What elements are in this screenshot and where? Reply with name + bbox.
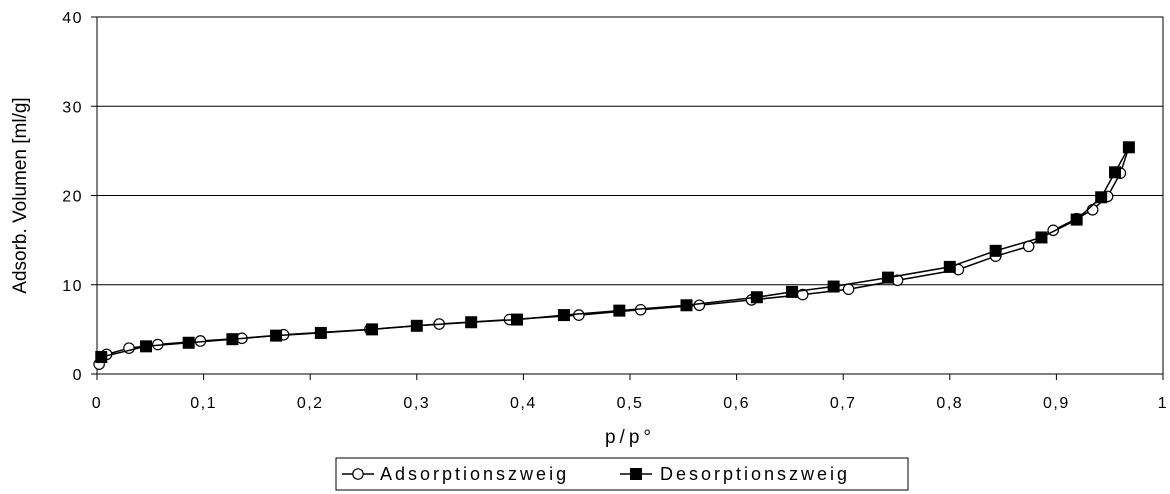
- y-tick-label: 40: [62, 10, 83, 27]
- legend: Adsorptionszweig Desorptionszweig: [335, 457, 909, 491]
- data-point: [557, 309, 570, 322]
- x-tick-label: 0,9: [1043, 395, 1070, 412]
- legend-marker: [352, 468, 364, 480]
- x-axis-title: p/p°: [605, 427, 655, 448]
- y-tick-label: 20: [62, 189, 83, 206]
- y-tick-label: 10: [62, 278, 83, 295]
- data-point: [1109, 166, 1122, 179]
- data-point: [750, 291, 763, 304]
- data-point: [511, 313, 524, 326]
- open-circle-marker-icon: [352, 468, 364, 480]
- series-line: [101, 146, 1130, 358]
- gridlines: [97, 105, 1163, 286]
- x-tick-label: 0: [92, 395, 102, 412]
- data-point: [613, 304, 626, 317]
- x-tick-label: 0,3: [403, 395, 430, 412]
- data-point: [693, 299, 706, 312]
- axes: 0 10 20 30 40 0 0,1 0,2 0,3 0,4 0,5 0,6 0,7 0,8 0,9 1: [62, 10, 1168, 412]
- data-point: [314, 326, 327, 339]
- data-point: [943, 260, 956, 273]
- x-tick-label: 0,6: [723, 395, 750, 412]
- data-point: [989, 244, 1002, 257]
- x-tick-label: 0,1: [190, 395, 217, 412]
- y-axis-title: Adsorb. Volumen [ml/g]: [10, 97, 31, 293]
- data-point: [465, 316, 478, 329]
- data-point: [270, 329, 283, 342]
- data-point: [827, 280, 840, 293]
- data-point: [680, 299, 693, 312]
- data-point: [95, 351, 108, 364]
- series-adsorption: [93, 141, 1135, 370]
- legend-entry-desorption: Desorptionszweig: [620, 464, 850, 484]
- data-point: [881, 271, 894, 284]
- data-point: [366, 323, 379, 336]
- data-point: [182, 336, 195, 349]
- data-point: [410, 319, 423, 332]
- filled-square-marker-icon: [630, 468, 642, 480]
- legend-entry-adsorption: Adsorptionszweig: [342, 464, 569, 484]
- x-tick-label: 0,7: [830, 395, 857, 412]
- x-tick-label: 0,8: [936, 395, 963, 412]
- x-tick-label: 0,2: [297, 395, 324, 412]
- data-point: [140, 340, 153, 353]
- data-point: [226, 333, 239, 346]
- legend-label-adsorption: Adsorptionszweig: [380, 464, 569, 484]
- y-tick-label: 0: [73, 367, 83, 384]
- legend-marker: [630, 468, 642, 480]
- series-line: [98, 147, 1130, 365]
- data-point: [1086, 203, 1099, 216]
- data-point: [1122, 141, 1135, 154]
- data-point: [1035, 231, 1048, 244]
- data-point: [842, 283, 855, 296]
- x-tick-label: 1: [1158, 395, 1168, 412]
- y-tick-label: 30: [62, 99, 83, 116]
- series-desorption: [95, 141, 1135, 364]
- legend-label-desorption: Desorptionszweig: [660, 464, 850, 484]
- data-point: [786, 285, 799, 298]
- x-tick-label: 0,5: [617, 395, 644, 412]
- data-point: [1070, 213, 1083, 226]
- data-point: [1095, 191, 1108, 204]
- data-point: [573, 309, 585, 321]
- data-series: [93, 141, 1135, 370]
- x-tick-label: 0,4: [510, 395, 537, 412]
